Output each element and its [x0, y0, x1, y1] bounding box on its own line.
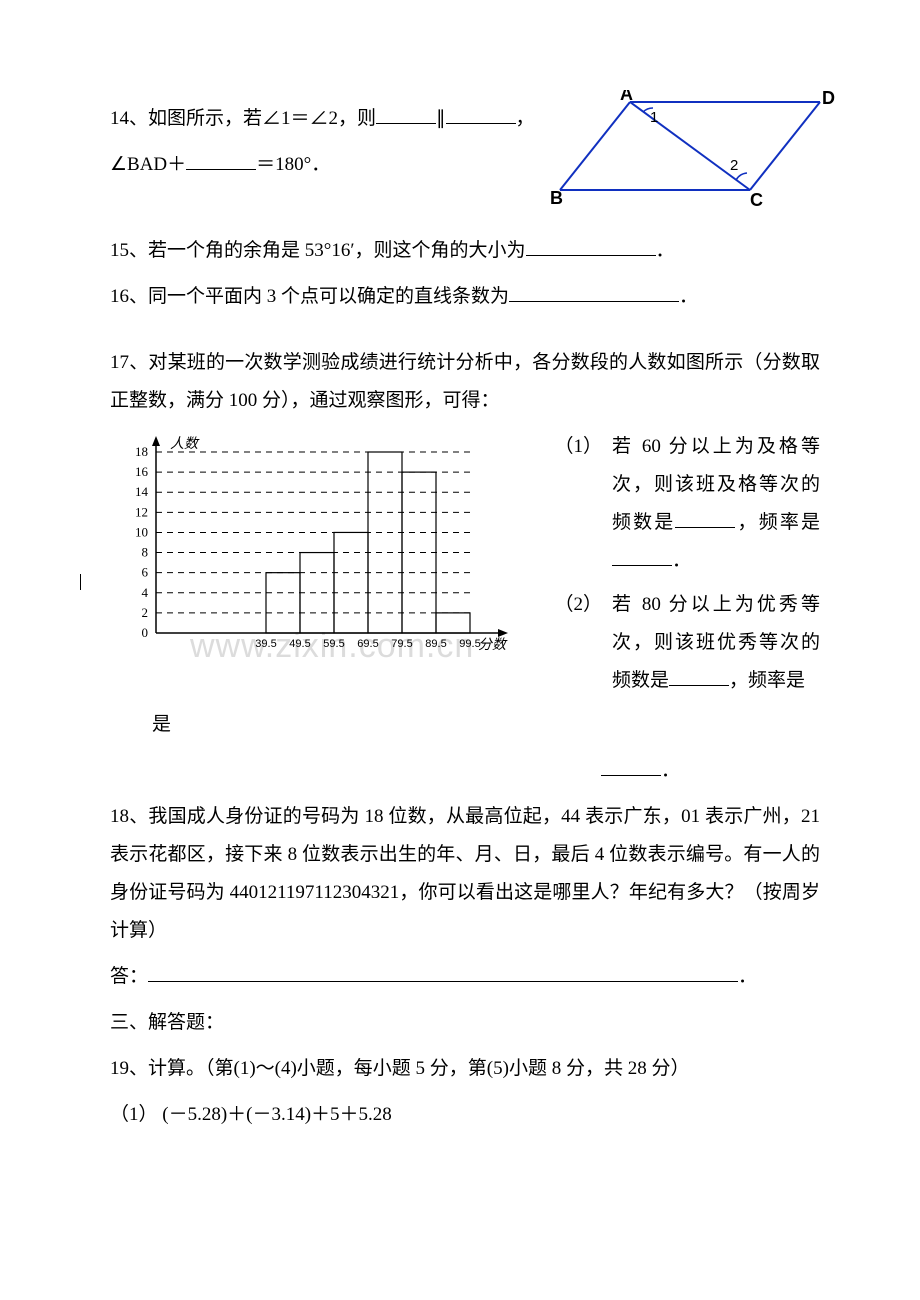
q17-head: 17、对某班的一次数学测验成绩进行统计分析中，各分数段的人数如图所示（分数取正整…: [110, 344, 820, 420]
q16: 16、同一个平面内 3 个点可以确定的直线条数为 ．: [110, 278, 820, 316]
svg-text:10: 10: [135, 524, 148, 539]
q15: 15、若一个角的余角是 53°16′，则这个角的大小为 ．: [110, 232, 820, 270]
svg-text:89.5: 89.5: [425, 638, 446, 650]
q17-sub2-num: （2）: [530, 586, 612, 700]
label-1: 1: [650, 109, 658, 126]
svg-text:69.5: 69.5: [357, 638, 378, 650]
line-CD: [750, 102, 820, 190]
q17-s1-blank2: [612, 544, 672, 566]
q18-answer: 答： ．: [110, 958, 820, 996]
svg-text:6: 6: [142, 565, 149, 580]
q17-sub1-text: 若 60 分以上为及格等次，则该班及格等次的频数是，频率是．: [612, 428, 820, 580]
q18-tail: ．: [738, 966, 757, 987]
q14-text-b: ∠BAD＋: [110, 154, 186, 175]
svg-text:0: 0: [142, 625, 149, 640]
q17-chart: 18 16 14 12 10 8 6 4 2 0 人数分数 39.5 49.5 59.5 69.5 79.5 8…: [110, 436, 510, 685]
q17-s1-c: ．: [672, 550, 691, 571]
q15-text-a: 15、若一个角的余角是 53°16′，则这个角的大小为: [110, 240, 526, 261]
label-2: 2: [730, 157, 738, 174]
svg-text:79.5: 79.5: [391, 638, 412, 650]
q17-s1-blank1: [675, 506, 735, 528]
q15-text-b: ．: [656, 240, 675, 261]
svg-text:12: 12: [135, 504, 148, 519]
q14-parallel: ∥: [436, 108, 446, 129]
label-C: C: [750, 190, 763, 210]
q17-tail-blank: ．: [110, 752, 820, 790]
svg-text:59.5: 59.5: [323, 638, 344, 650]
q17-sub1-num: （1）: [530, 428, 612, 580]
q14-blank3: [186, 148, 256, 170]
q16-text-b: ．: [679, 286, 698, 307]
q14-text-c: ＝180°．: [256, 154, 330, 175]
q14-comma: ，: [516, 108, 535, 129]
svg-text:18: 18: [135, 444, 148, 459]
q14-blank1: [376, 102, 436, 124]
q17-sub2: （2） 若 80 分以上为优秀等次，则该班优秀等次的频数是，频率是: [530, 586, 820, 700]
line-AB: [560, 102, 630, 190]
svg-text:14: 14: [135, 484, 149, 499]
q14-text-a: 14、如图所示，若∠1＝∠2，则: [110, 108, 376, 129]
svg-text:16: 16: [135, 464, 149, 479]
page-content: A B C D 1 2 14、如图所示，若∠1＝∠2，则 ∥ ， ∠BAD＋ ＝180…: [0, 0, 920, 1182]
q14-blank2: [446, 102, 516, 124]
svg-text:39.5: 39.5: [255, 638, 276, 650]
q17-s2-blank1: [669, 664, 729, 686]
label-A: A: [620, 90, 633, 104]
line-AC: [630, 102, 750, 190]
svg-text:4: 4: [142, 585, 149, 600]
svg-text:2: 2: [142, 605, 149, 620]
svg-text:8: 8: [142, 545, 149, 560]
label-D: D: [822, 90, 835, 108]
q18-ans-blank: [148, 960, 738, 982]
svg-text:99.5: 99.5: [459, 638, 480, 650]
q18-ans-label: 答：: [110, 966, 148, 987]
q17-s2-blank2: [601, 754, 661, 776]
section3-title: 三、解答题：: [110, 1004, 820, 1042]
q16-text-a: 16、同一个平面内 3 个点可以确定的直线条数为: [110, 286, 509, 307]
q18-text: 18、我国成人身份证的号码为 18 位数，从最高位起，44 表示广东，01 表示…: [110, 798, 820, 950]
q17-tail: 是: [152, 706, 820, 744]
q19-head: 19、计算。（第(1)～(4)小题，每小题 5 分，第(5)小题 8 分，共 2…: [110, 1050, 820, 1088]
q17-s1-b: ，频率是: [735, 512, 820, 533]
q17-sub1: （1） 若 60 分以上为及格等次，则该班及格等次的频数是，频率是．: [530, 428, 820, 580]
q16-blank: [509, 280, 679, 302]
q17-sub2-text: 若 80 分以上为优秀等次，则该班优秀等次的频数是，频率是: [612, 586, 820, 700]
svg-text:分数: 分数: [478, 637, 508, 653]
q15-blank: [526, 234, 656, 256]
q19-sub1: （1） (－5.28)＋(－3.14)＋5＋5.28: [110, 1096, 820, 1134]
q14-figure: A B C D 1 2: [550, 90, 840, 224]
angle2-arc: [736, 173, 747, 180]
svg-text:人数: 人数: [170, 436, 200, 452]
q17-s2-b: ，频率是: [729, 670, 805, 691]
label-B: B: [550, 188, 563, 208]
svg-text:49.5: 49.5: [289, 638, 310, 650]
